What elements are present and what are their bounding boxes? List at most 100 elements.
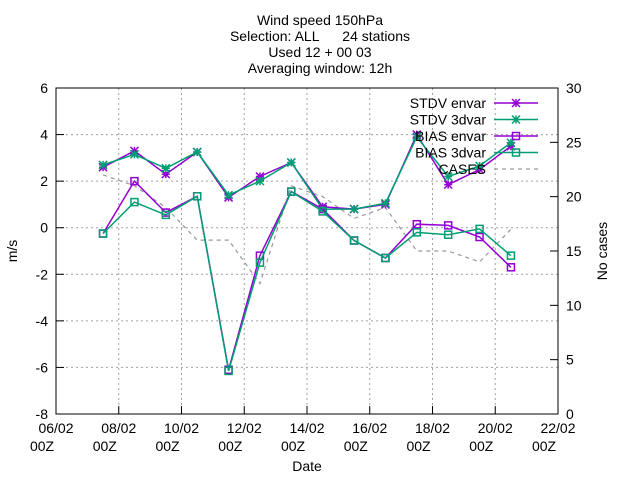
- y2-tick-label: 0: [566, 406, 574, 422]
- x-tick-label: 20/02: [478, 420, 513, 436]
- data-point: [287, 187, 296, 196]
- data-point: [443, 180, 453, 190]
- legend-marker: [511, 114, 521, 125]
- data-point: [161, 210, 171, 220]
- x-tick-label: 08/02: [101, 420, 136, 436]
- series-cases: [102, 174, 512, 285]
- data-point: [224, 366, 233, 376]
- x-tick-label-hour: 00Z: [155, 438, 180, 454]
- y2-tick-label: 15: [566, 243, 582, 259]
- data-point: [443, 221, 453, 230]
- series-line: [102, 135, 512, 210]
- legend-item: BIAS envar: [415, 128, 538, 144]
- data-point: [443, 171, 453, 182]
- x-tick-label: 22/02: [540, 420, 575, 436]
- data-point: [475, 232, 484, 242]
- x-tick-label-hour: 00Z: [406, 438, 431, 454]
- data-point: [381, 253, 390, 263]
- y-tick-label: -4: [36, 313, 49, 329]
- x-tick-label: 18/02: [415, 420, 450, 436]
- title-line: Used 12 + 00 03: [268, 44, 371, 60]
- y2-tick-label: 25: [566, 134, 582, 150]
- data-point: [161, 163, 171, 173]
- y-axis: -8 -6 -4 -2 0 2 4 6: [36, 80, 64, 422]
- data-point: [506, 263, 516, 272]
- data-point: [506, 251, 516, 260]
- legend-item: STDV 3dvar: [410, 112, 538, 128]
- data-point: [129, 149, 139, 159]
- data-point: [380, 198, 390, 208]
- y-tick-label: 6: [40, 80, 48, 96]
- title-line: Selection: ALL 24 stations: [230, 28, 410, 44]
- x-tick-label: 10/02: [164, 420, 199, 436]
- data-point: [475, 161, 485, 171]
- data-point: [224, 190, 234, 200]
- data-point: [98, 160, 108, 170]
- legend-item: BIAS 3dvar: [415, 145, 538, 161]
- legend-label: BIAS envar: [415, 128, 486, 144]
- x-tick-label-hour: 00Z: [218, 438, 243, 454]
- y2-axis: 0 5 10 15 20 25 30: [550, 80, 582, 422]
- y2-tick-label: 5: [566, 352, 574, 368]
- legend-marker: [511, 148, 521, 157]
- x-axis-label: Date: [292, 458, 322, 474]
- data-point: [412, 228, 422, 237]
- data-point: [412, 219, 422, 229]
- x-axis: 06/02 00Z 08/02 00Z 10/02 00Z 12/02 00Z 14/02 00Z…: [30, 406, 576, 454]
- title-line: Wind speed 150hPa: [257, 12, 383, 28]
- data-point: [192, 147, 202, 157]
- x-tick-label-hour: 00Z: [281, 438, 306, 454]
- series-line: [102, 190, 512, 372]
- grid: [56, 88, 558, 414]
- y-tick-label: 2: [40, 173, 48, 189]
- legend-marker: [511, 98, 521, 108]
- y-tick-label: 0: [40, 220, 48, 236]
- x-tick-label: 14/02: [289, 420, 324, 436]
- series-layer: [98, 130, 516, 376]
- legend-item: CASES: [439, 161, 538, 177]
- series-line: [102, 174, 512, 285]
- series-stdv-3dvar: [98, 132, 516, 214]
- y-tick-label: 4: [40, 127, 48, 143]
- x-tick-label-hour: 00Z: [93, 438, 118, 454]
- data-point: [98, 229, 108, 238]
- series-line: [102, 179, 512, 370]
- legend-marker: [511, 131, 521, 141]
- data-point: [412, 132, 422, 142]
- data-point: [318, 207, 327, 216]
- data-point: [255, 176, 265, 186]
- y2-tick-label: 30: [566, 80, 582, 96]
- y-axis-label: m/s: [4, 240, 20, 263]
- y-tick-label: -6: [36, 359, 49, 375]
- series-bias-3dvar: [98, 187, 516, 376]
- data-point: [349, 204, 359, 214]
- data-point: [443, 230, 453, 239]
- y2-tick-label: 20: [566, 189, 582, 205]
- data-point: [349, 236, 359, 245]
- y-tick-label: -2: [36, 266, 49, 282]
- legend-label: BIAS 3dvar: [415, 145, 486, 161]
- x-tick-label: 16/02: [352, 420, 387, 436]
- y-tick-label: -8: [36, 406, 49, 422]
- data-point: [130, 197, 139, 207]
- legend-label: STDV envar: [410, 95, 487, 111]
- x-tick-label: 06/02: [38, 420, 73, 436]
- legend-item: STDV envar: [410, 95, 538, 111]
- title-line: Averaging window: 12h: [248, 60, 393, 76]
- y2-tick-label: 10: [566, 297, 582, 313]
- x-tick-label-hour: 00Z: [344, 438, 369, 454]
- data-point: [192, 192, 202, 201]
- legend-label: STDV 3dvar: [410, 112, 487, 128]
- data-point: [130, 176, 139, 186]
- x-tick-label: 12/02: [227, 420, 262, 436]
- data-point: [286, 157, 296, 168]
- x-tick-label-hour: 00Z: [30, 438, 55, 454]
- y2-axis-label: No cases: [594, 222, 610, 280]
- x-tick-label-hour: 00Z: [532, 438, 557, 454]
- x-tick-label-hour: 00Z: [469, 438, 494, 454]
- data-point: [475, 224, 484, 234]
- legend-label: CASES: [439, 161, 486, 177]
